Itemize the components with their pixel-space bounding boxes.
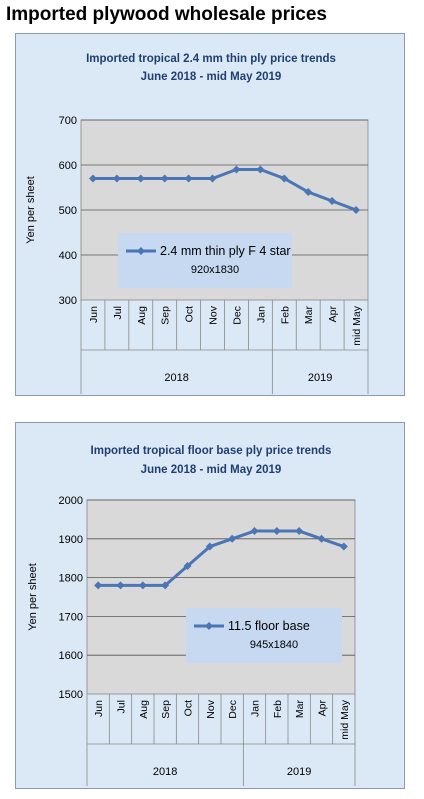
legend-box xyxy=(118,233,292,288)
legend-series-name: 2.4 mm thin ply F 4 star xyxy=(160,244,291,258)
year-group-label: 2019 xyxy=(287,766,311,778)
data-point xyxy=(295,527,304,536)
x-tick-label: Dec xyxy=(227,700,239,719)
y-tick-label: 1500 xyxy=(59,689,83,701)
legend-marker-swatch xyxy=(137,247,145,255)
page-title: Imported plywood wholesale prices xyxy=(6,4,327,25)
x-tick-label: Aug xyxy=(136,306,148,325)
x-tick-label: Jul xyxy=(116,700,128,713)
y-tick-label: 400 xyxy=(59,250,77,262)
x-tick-label: Apr xyxy=(327,306,339,323)
data-point xyxy=(208,174,217,183)
x-tick-label: Oct xyxy=(183,700,195,716)
data-point xyxy=(352,206,361,214)
data-point xyxy=(160,174,169,183)
data-point xyxy=(136,174,145,183)
y-axis-label: Yen per sheet xyxy=(25,176,37,243)
x-tick-label: Jul xyxy=(112,306,124,319)
chart-title: Imported tropical 2.4 mm thin ply price … xyxy=(86,53,336,65)
data-point xyxy=(232,165,241,174)
y-tick-label: 500 xyxy=(59,205,77,217)
data-point xyxy=(112,174,121,183)
x-tick-label: Mar xyxy=(294,700,306,719)
y-tick-label: 600 xyxy=(59,160,77,172)
data-point xyxy=(339,542,348,551)
data-point xyxy=(184,174,193,183)
data-point xyxy=(250,527,259,536)
data-point xyxy=(88,174,97,183)
x-tick-label: Jun xyxy=(88,306,100,323)
legend-size-label: 945x1840 xyxy=(250,639,298,651)
x-tick-label: Feb xyxy=(272,700,284,718)
y-tick-label: 1700 xyxy=(59,611,83,623)
x-tick-label: Dec xyxy=(231,306,243,325)
plot-area xyxy=(86,499,356,695)
data-point xyxy=(205,542,214,551)
data-point xyxy=(116,581,125,590)
legend-series-name: 11.5 floor base xyxy=(228,619,310,633)
x-tick-label: Jun xyxy=(93,700,105,717)
x-tick-label: Sep xyxy=(160,700,172,719)
legend-marker-swatch xyxy=(205,622,213,630)
x-tick-label: Mar xyxy=(303,306,315,325)
legend-box xyxy=(186,608,342,663)
year-group-label: 2018 xyxy=(153,766,177,778)
y-tick-label: 1900 xyxy=(59,534,83,546)
chart-subtitle: June 2018 - mid May 2019 xyxy=(141,464,282,476)
data-point xyxy=(138,581,147,590)
chart-svg: Imported tropical 2.4 mm thin ply price … xyxy=(25,53,369,394)
y-tick-label: 2000 xyxy=(59,495,83,507)
x-tick-label: Aug xyxy=(138,700,150,719)
y-tick-label: 1600 xyxy=(59,650,83,662)
data-point xyxy=(94,581,103,590)
chart-svg: Imported tropical floor base ply price t… xyxy=(27,445,356,786)
floor-base-price-chart: Imported tropical floor base ply price t… xyxy=(15,422,405,789)
data-point xyxy=(161,581,170,590)
year-group-label: 2018 xyxy=(164,372,188,384)
x-tick-label: Sep xyxy=(160,306,172,325)
data-point xyxy=(304,188,313,196)
data-point xyxy=(228,534,237,543)
data-point xyxy=(256,165,265,174)
x-tick-label: Feb xyxy=(279,306,291,324)
x-tick-label: Apr xyxy=(317,700,329,717)
x-tick-label: Jan xyxy=(250,700,262,717)
y-axis-label: Yen per sheet xyxy=(27,563,39,630)
y-tick-label: 1800 xyxy=(59,573,83,585)
x-tick-label: Jan xyxy=(255,306,267,323)
data-point xyxy=(272,527,281,536)
data-point xyxy=(280,174,289,183)
thin-ply-price-chart: Imported tropical 2.4 mm thin ply price … xyxy=(15,33,405,396)
data-point xyxy=(317,534,326,543)
x-tick-label: Nov xyxy=(208,305,220,324)
chart-subtitle: June 2018 - mid May 2019 xyxy=(141,71,282,83)
chart-title: Imported tropical floor base ply price t… xyxy=(91,445,332,457)
data-point xyxy=(183,561,192,570)
y-tick-label: 700 xyxy=(59,115,77,127)
y-tick-label: 300 xyxy=(59,295,77,307)
data-point xyxy=(328,197,337,205)
legend-size-label: 920x1830 xyxy=(191,264,239,276)
x-tick-label: Oct xyxy=(184,306,196,322)
year-group-label: 2019 xyxy=(308,372,332,384)
x-tick-label: mid May xyxy=(339,699,351,739)
x-tick-label: Nov xyxy=(205,699,217,718)
x-tick-label: mid May xyxy=(351,305,363,345)
